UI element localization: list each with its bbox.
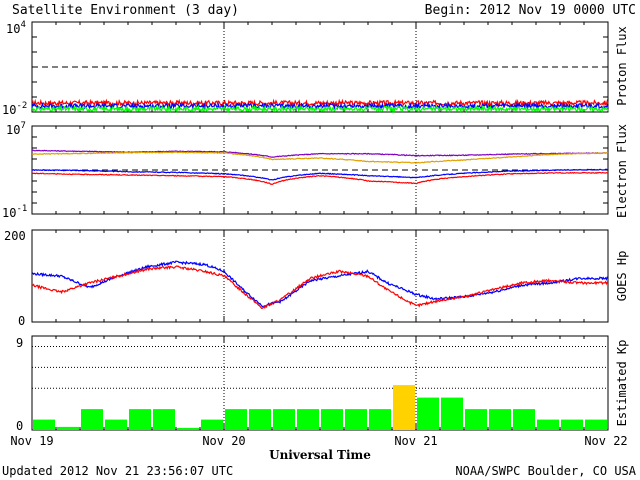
kp-bar [393,385,415,430]
xtick-nov21: Nov 21 [394,434,437,448]
hp-ytick-bottom: 0 [18,314,25,328]
kp-bar [465,409,487,430]
kp-bar [513,409,535,430]
kp-bar [321,409,343,430]
kp-bar [129,409,151,430]
chart-title: Satellite Environment (3 day) [12,3,239,18]
proton-flux-label: Proton Flux [615,26,629,105]
proton-frame [31,21,609,113]
kp-bar [585,419,607,430]
kp-bar [489,409,511,430]
kp-bar [345,409,367,430]
estimated-kp-panel [31,335,609,431]
proton-series-blue [31,101,609,111]
goes-hp-label: GOES Hp [615,251,629,302]
kp-bar [417,397,439,430]
electron-flux-panel [31,125,609,215]
electron-ytick-bottom: 10-1 [2,204,27,220]
kp-bar [177,427,199,430]
kp-bar [201,419,223,430]
kp-bar [297,409,319,430]
x-axis-title: Universal Time [269,448,371,462]
goes-hp-panel [31,229,609,323]
kp-bar [249,409,271,430]
kp-bar [273,409,295,430]
kp-bar [81,409,103,430]
proton-ytick-top: 104 [6,20,26,36]
credit: NOAA/SWPC Boulder, CO USA [455,464,636,478]
hp-ytick-top: 200 [4,229,26,243]
kp-bar [225,409,247,430]
hp-series-blue [31,260,609,308]
electron-frame [31,125,609,215]
xtick-nov20: Nov 20 [202,434,245,448]
kp-bar [57,426,79,430]
kp-bar [153,409,175,430]
kp-ytick-bottom: 0 [16,419,23,433]
kp-bar [441,397,463,430]
hp-series-red [31,265,609,310]
kp-bar [537,419,559,430]
xtick-nov22: Nov 22 [584,434,627,448]
kp-bar [369,409,391,430]
kp-bar [561,419,583,430]
begin-time: Begin: 2012 Nov 19 0000 UTC [425,3,636,18]
electron-series-orange [31,151,609,164]
kp-frame [31,335,609,431]
proton-ytick-bottom: 10-2 [2,101,27,117]
xtick-nov19: Nov 19 [10,434,53,448]
electron-series-blue [31,168,609,181]
proton-series-green [31,104,609,114]
kp-bar [33,419,55,430]
electron-series-red [31,171,609,186]
updated-timestamp: Updated 2012 Nov 21 23:56:07 UTC [2,464,233,478]
kp-ytick-top: 9 [16,336,23,350]
electron-flux-label: Electron Flux [615,124,629,218]
proton-flux-panel [31,21,609,114]
estimated-kp-label: Estimated Kp [615,340,629,427]
kp-bar [105,419,127,430]
electron-ytick-top: 107 [6,121,26,137]
